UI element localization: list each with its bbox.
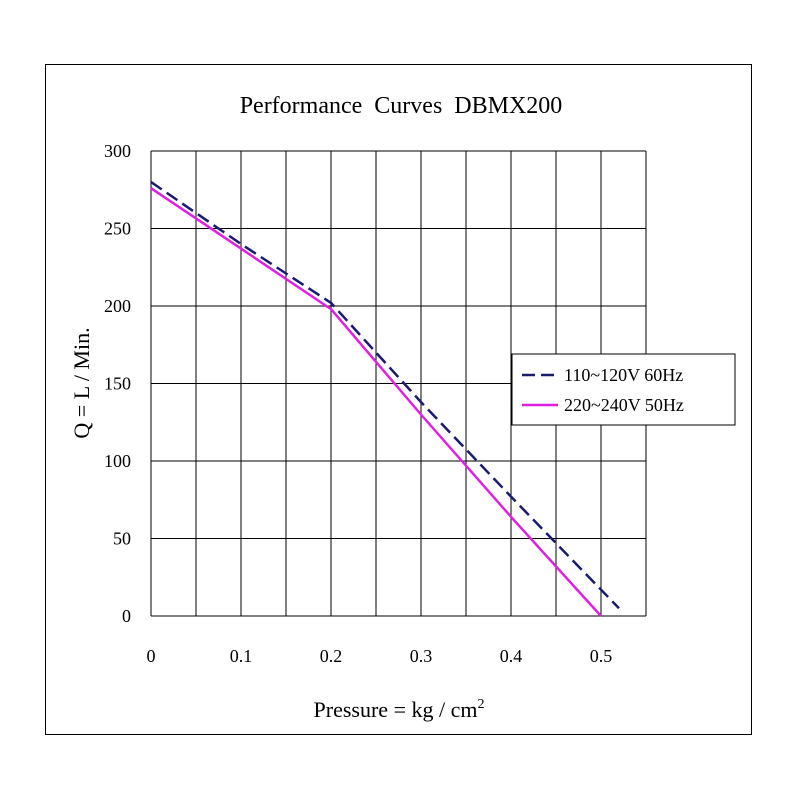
x-tick-label: 0.2 (320, 646, 343, 666)
legend: 110~120V 60Hz 220~240V 50Hz (511, 353, 736, 426)
performance-chart: Performance Curves DBMX200 0 50 100 150 200 2… (69, 93, 736, 722)
y-axis-label: Q = L / Min. (69, 327, 94, 438)
x-tick-label: 0.1 (230, 646, 253, 666)
x-axis-label-superscript: 2 (477, 697, 484, 712)
y-tick-label: 150 (104, 374, 131, 394)
x-axis-label-text: Pressure = kg / cm (314, 697, 478, 722)
x-tick-label: 0.4 (500, 646, 523, 666)
x-tick-label: 0 (147, 646, 156, 666)
series-lines (150, 180, 620, 617)
y-tick-label: 300 (104, 141, 131, 161)
tick-labels: 0 50 100 150 200 250 300 0 0.1 0.2 0.3 0.4 0.5 (104, 141, 612, 666)
y-tick-label: 0 (122, 606, 131, 626)
x-tick-label: 0.3 (410, 646, 433, 666)
y-tick-label: 50 (113, 529, 131, 549)
y-tick-label: 100 (104, 451, 131, 471)
y-tick-label: 200 (104, 296, 131, 316)
x-axis-label: Pressure = kg / cm2 (314, 697, 485, 722)
legend-box (511, 353, 736, 426)
series-line (150, 187, 602, 617)
y-tick-label: 250 (104, 219, 131, 239)
chart-frame: Performance Curves DBMX200 0 50 100 150 200 2… (45, 64, 752, 735)
x-tick-label: 0.5 (590, 646, 613, 666)
legend-label: 220~240V 50Hz (564, 395, 684, 415)
legend-label: 110~120V 60Hz (564, 365, 683, 385)
chart-title: Performance Curves DBMX200 (240, 93, 563, 119)
